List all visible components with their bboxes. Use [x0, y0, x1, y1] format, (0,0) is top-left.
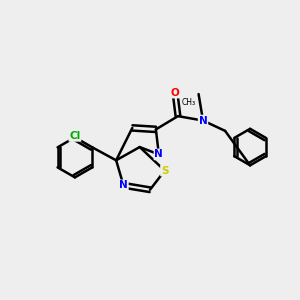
Text: S: S [161, 166, 169, 176]
Text: Cl: Cl [69, 131, 80, 141]
Text: N: N [154, 149, 163, 159]
Text: N: N [119, 180, 128, 190]
Text: CH₃: CH₃ [182, 98, 196, 107]
Text: O: O [171, 88, 179, 98]
Text: N: N [199, 116, 207, 126]
